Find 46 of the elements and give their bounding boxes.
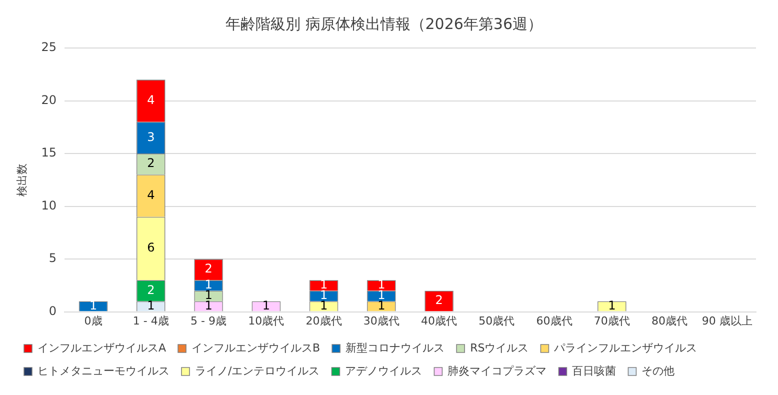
x-tick-label: 10歳代: [248, 314, 284, 328]
x-tick-label: 40歳代: [421, 314, 458, 328]
x-tick-label: 80歳代: [652, 314, 688, 328]
legend-label: RSウイルス: [470, 341, 529, 354]
legend-label: インフルエンザウイルスA: [38, 341, 166, 354]
data-label: 3: [147, 130, 155, 144]
x-tick-label: 0歳: [84, 314, 102, 328]
legend-label: アデノウイルス: [345, 364, 422, 378]
y-tick-label: 25: [41, 40, 56, 54]
y-axis-title: 検出数: [15, 163, 28, 196]
data-label: 1: [89, 298, 98, 312]
x-tick-label: 50歳代: [478, 314, 515, 328]
chart-title: 年齢階級別 病原体検出情報（2026年第36週）: [225, 14, 543, 33]
data-label: 1: [320, 298, 328, 312]
data-label: 2: [147, 282, 155, 297]
y-tick-label: 10: [41, 198, 56, 212]
legend-label: インフルエンザウイルスB: [192, 341, 320, 354]
data-label: 2: [204, 262, 212, 276]
legend-label: その他: [642, 364, 675, 378]
data-label: 1: [147, 298, 155, 312]
legend-label: ヒトメタニューモウイルス: [38, 364, 170, 378]
x-tick-label: 90 歳以上: [702, 314, 752, 328]
data-label: 1: [378, 298, 386, 312]
legend-label: 肺炎マイコプラズマ: [448, 364, 547, 378]
legend-label: ライノ/エンテロウイルス: [195, 364, 320, 378]
data-label: 1: [204, 298, 212, 312]
x-tick-label: 5 - 9歳: [190, 314, 227, 328]
legend-label: パラインフルエンザウイルス: [553, 341, 698, 354]
x-tick-label: 20歳代: [306, 314, 342, 328]
data-label: 6: [147, 240, 155, 255]
legend-label: 百日咳菌: [572, 364, 616, 378]
data-label: 2: [435, 293, 443, 308]
data-label: 1: [608, 298, 616, 312]
legend-label: 新型コロナウイルス: [346, 341, 445, 354]
data-label: 2: [147, 156, 155, 170]
y-tick-label: 20: [41, 92, 56, 107]
y-tick-label: 0: [48, 304, 56, 318]
x-tick-label: 60歳代: [536, 314, 572, 328]
data-label: 4: [147, 92, 155, 107]
data-label: 4: [147, 188, 155, 202]
y-tick-label: 5: [48, 251, 56, 266]
data-label: 1: [262, 298, 270, 312]
y-tick-label: 15: [41, 146, 56, 160]
x-tick-label: 70歳代: [594, 314, 630, 328]
x-tick-label: 30歳代: [363, 314, 400, 328]
x-tick-label: 1 - 4歳: [132, 314, 169, 328]
